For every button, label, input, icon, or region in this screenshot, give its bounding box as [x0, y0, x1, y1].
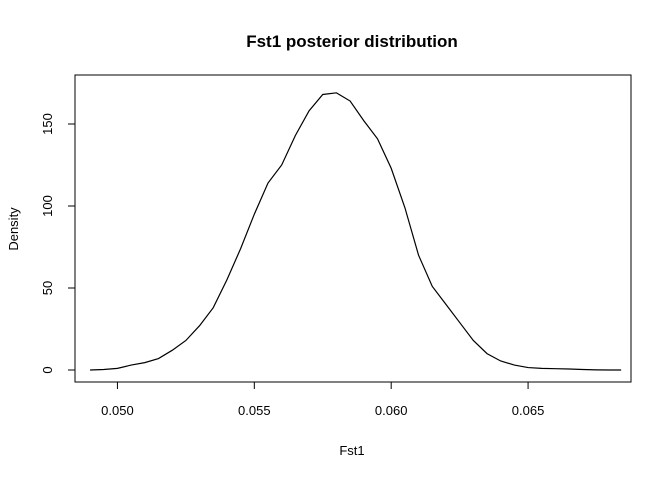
x-tick-label: 0.060	[375, 403, 408, 418]
y-axis: 0 50 100 150	[40, 113, 76, 374]
chart-title: Fst1 posterior distribution	[246, 32, 458, 51]
x-axis-label: Fst1	[339, 443, 364, 458]
y-tick-label: 0	[40, 366, 55, 373]
x-tick-label: 0.055	[238, 403, 271, 418]
plot-frame	[74, 74, 632, 383]
y-axis-label: Density	[6, 207, 21, 251]
y-tick-label: 100	[40, 195, 55, 217]
y-tick-label: 150	[40, 113, 55, 135]
x-axis: 0.050 0.055 0.060 0.065	[101, 381, 545, 418]
x-tick-label: 0.050	[101, 403, 134, 418]
density-curve	[90, 92, 622, 371]
y-tick-label: 50	[40, 281, 55, 295]
x-tick-label: 0.065	[512, 403, 545, 418]
